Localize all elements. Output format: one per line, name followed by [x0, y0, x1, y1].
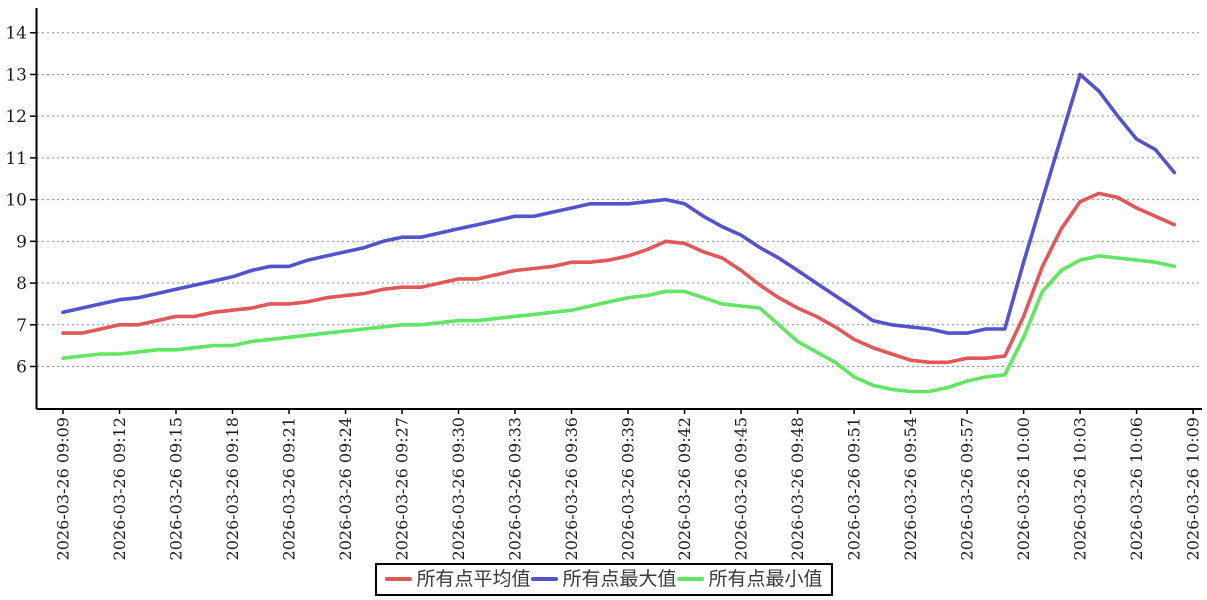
- svg-text:2026-03-26 09:45: 2026-03-26 09:45: [732, 417, 751, 560]
- svg-text:2026-03-26 09:24: 2026-03-26 09:24: [336, 417, 355, 560]
- legend-item-min: 所有点最小值: [676, 568, 823, 590]
- svg-text:2026-03-26 09:33: 2026-03-26 09:33: [506, 417, 525, 560]
- average-line-swatch-icon: [384, 577, 412, 581]
- legend-label-max: 所有点最大值: [562, 568, 677, 590]
- svg-text:2026-03-26 09:12: 2026-03-26 09:12: [110, 417, 129, 560]
- svg-text:2026-03-26 09:54: 2026-03-26 09:54: [901, 417, 920, 560]
- svg-text:2026-03-26 10:03: 2026-03-26 10:03: [1071, 417, 1090, 560]
- legend-label-average: 所有点平均值: [416, 568, 531, 590]
- svg-text:2026-03-26 10:00: 2026-03-26 10:00: [1014, 417, 1033, 560]
- svg-text:6: 6: [16, 358, 27, 378]
- svg-text:14: 14: [5, 24, 27, 44]
- svg-text:2026-03-26 10:09: 2026-03-26 10:09: [1184, 417, 1203, 560]
- svg-text:2026-03-26 09:21: 2026-03-26 09:21: [280, 417, 299, 560]
- svg-text:11: 11: [5, 149, 27, 169]
- legend-item-average: 所有点平均值: [384, 568, 530, 590]
- svg-text:13: 13: [5, 65, 27, 85]
- svg-text:9: 9: [16, 232, 27, 252]
- svg-text:2026-03-26 09:36: 2026-03-26 09:36: [562, 417, 581, 560]
- svg-text:2026-03-26 09:18: 2026-03-26 09:18: [223, 417, 242, 560]
- min-line-swatch-icon: [676, 577, 704, 581]
- svg-text:2026-03-26 10:06: 2026-03-26 10:06: [1127, 417, 1146, 560]
- legend: 所有点平均值 所有点最大值 所有点最小值: [374, 563, 833, 596]
- legend-item-max: 所有点最大值: [530, 568, 677, 590]
- svg-text:2026-03-26 09:15: 2026-03-26 09:15: [167, 417, 186, 560]
- svg-text:2026-03-26 09:39: 2026-03-26 09:39: [619, 417, 638, 560]
- svg-text:2026-03-26 09:09: 2026-03-26 09:09: [54, 417, 73, 560]
- svg-text:12: 12: [5, 107, 27, 127]
- max-line-swatch-icon: [530, 577, 558, 581]
- svg-text:10: 10: [5, 191, 27, 211]
- svg-text:2026-03-26 09:48: 2026-03-26 09:48: [788, 417, 807, 560]
- svg-text:8: 8: [16, 274, 27, 294]
- svg-text:2026-03-26 09:27: 2026-03-26 09:27: [393, 417, 412, 560]
- svg-text:2026-03-26 09:57: 2026-03-26 09:57: [958, 417, 977, 560]
- legend-label-min: 所有点最小值: [708, 568, 823, 590]
- svg-text:2026-03-26 09:42: 2026-03-26 09:42: [675, 417, 694, 560]
- svg-text:2026-03-26 09:51: 2026-03-26 09:51: [845, 417, 864, 560]
- svg-text:7: 7: [16, 316, 27, 336]
- svg-text:2026-03-26 09:30: 2026-03-26 09:30: [449, 417, 468, 560]
